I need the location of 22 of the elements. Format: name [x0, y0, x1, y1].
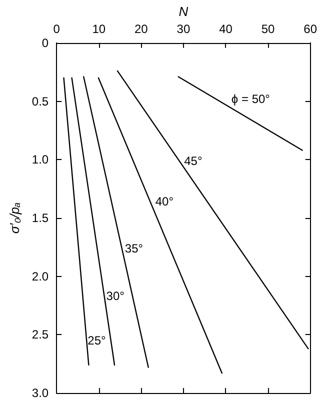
- y-axis-title: σ′₀/pₐ: [7, 202, 22, 234]
- x-tick-label: 60: [304, 22, 318, 36]
- y-tick-label: 2.0: [32, 269, 49, 284]
- annotation: ϕ = 50°: [231, 92, 270, 106]
- x-axis-title: N: [178, 4, 189, 19]
- x-tick-label: 50: [261, 22, 276, 36]
- annotation: 30°: [106, 289, 125, 304]
- y-tick-label: 1.0: [32, 152, 49, 167]
- annotation: 35°: [124, 241, 144, 256]
- annotation: 25°: [88, 333, 106, 348]
- annotation: 45°: [184, 154, 202, 168]
- y-tick-label: 2.5: [32, 328, 49, 342]
- x-tick-label: 10: [92, 22, 106, 36]
- x-tick-label: 20: [134, 22, 148, 36]
- y-tick-label: 0.5: [32, 94, 49, 108]
- y-tick-label: 3.0: [32, 386, 49, 400]
- x-tick-label: 30: [176, 22, 190, 36]
- y-tick-label: 0: [42, 36, 49, 50]
- y-tick-label: 1.5: [32, 210, 49, 225]
- x-tick-label: 40: [219, 22, 233, 36]
- x-tick-label: 0: [53, 22, 60, 36]
- annotation: 40°: [155, 194, 174, 209]
